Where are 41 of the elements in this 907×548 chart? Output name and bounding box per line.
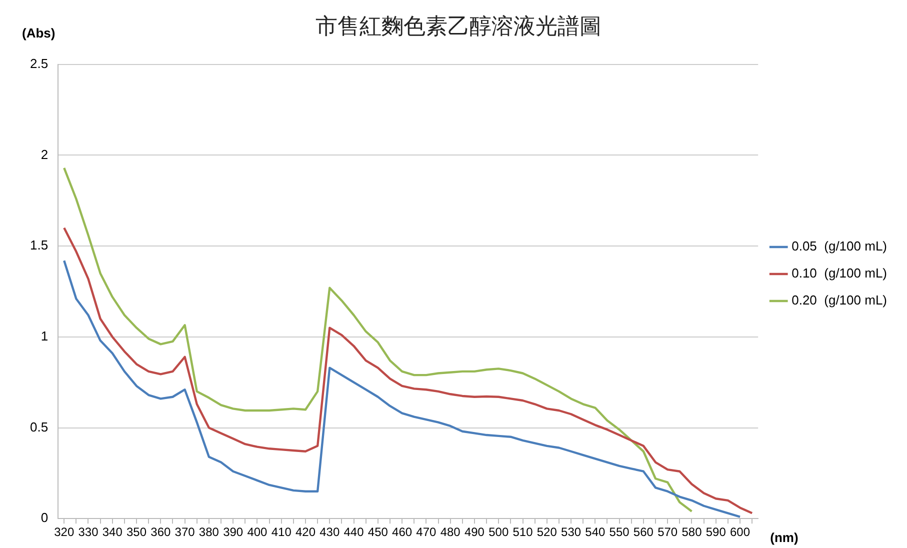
x-tick-label: 470	[416, 525, 437, 540]
x-tick-label: 480	[440, 525, 461, 540]
x-tick-label: 330	[78, 525, 99, 540]
x-tick-label: 450	[368, 525, 388, 540]
x-tick-label: 350	[126, 525, 147, 540]
x-tick-label: 580	[682, 525, 702, 540]
legend-label: 0.20 (g/100 mL)	[792, 292, 888, 308]
y-tick-label: 0.5	[30, 419, 48, 434]
x-tick-label: 520	[536, 525, 558, 540]
x-tick-label: 320	[54, 525, 74, 540]
x-tick-label: 360	[150, 525, 171, 540]
x-tick-label: 490	[464, 525, 485, 540]
y-tick-label: 1.5	[30, 238, 48, 253]
x-tick-label: 440	[344, 525, 364, 540]
chart-title: 市售紅麴色素乙醇溶液光譜圖	[316, 13, 602, 38]
x-tick-label: 370	[174, 525, 196, 540]
legend-label: 0.10 (g/100 mL)	[792, 266, 888, 281]
y-tick-label: 1	[40, 328, 48, 344]
x-tick-label: 570	[658, 525, 678, 540]
x-tick-label: 410	[271, 525, 292, 540]
x-tick-label: 590	[706, 525, 726, 540]
x-tick-label: 390	[223, 525, 244, 540]
x-tick-label: 500	[488, 525, 509, 540]
x-tick-label: 380	[198, 525, 220, 540]
x-tick-label: 430	[320, 525, 340, 540]
x-tick-label: 400	[247, 525, 268, 540]
y-tick-label: 2.5	[30, 56, 48, 71]
x-tick-label: 560	[633, 525, 654, 540]
x-tick-label: 460	[392, 525, 412, 540]
x-tick-label: 340	[102, 525, 123, 540]
x-tick-label: 530	[561, 525, 582, 540]
y-tick-label: 2	[40, 146, 48, 162]
legend-label: 0.05 (g/100 mL)	[792, 238, 888, 254]
x-tick-label: 550	[609, 525, 630, 540]
y-tick-label: 0	[40, 510, 48, 526]
y-axis-title: (Abs)	[22, 25, 56, 40]
x-tick-label: 510	[512, 525, 534, 540]
x-axis-title: (nm)	[770, 530, 798, 546]
x-tick-label: 420	[295, 525, 316, 540]
x-tick-label: 600	[730, 525, 750, 540]
x-tick-label: 540	[585, 525, 606, 540]
